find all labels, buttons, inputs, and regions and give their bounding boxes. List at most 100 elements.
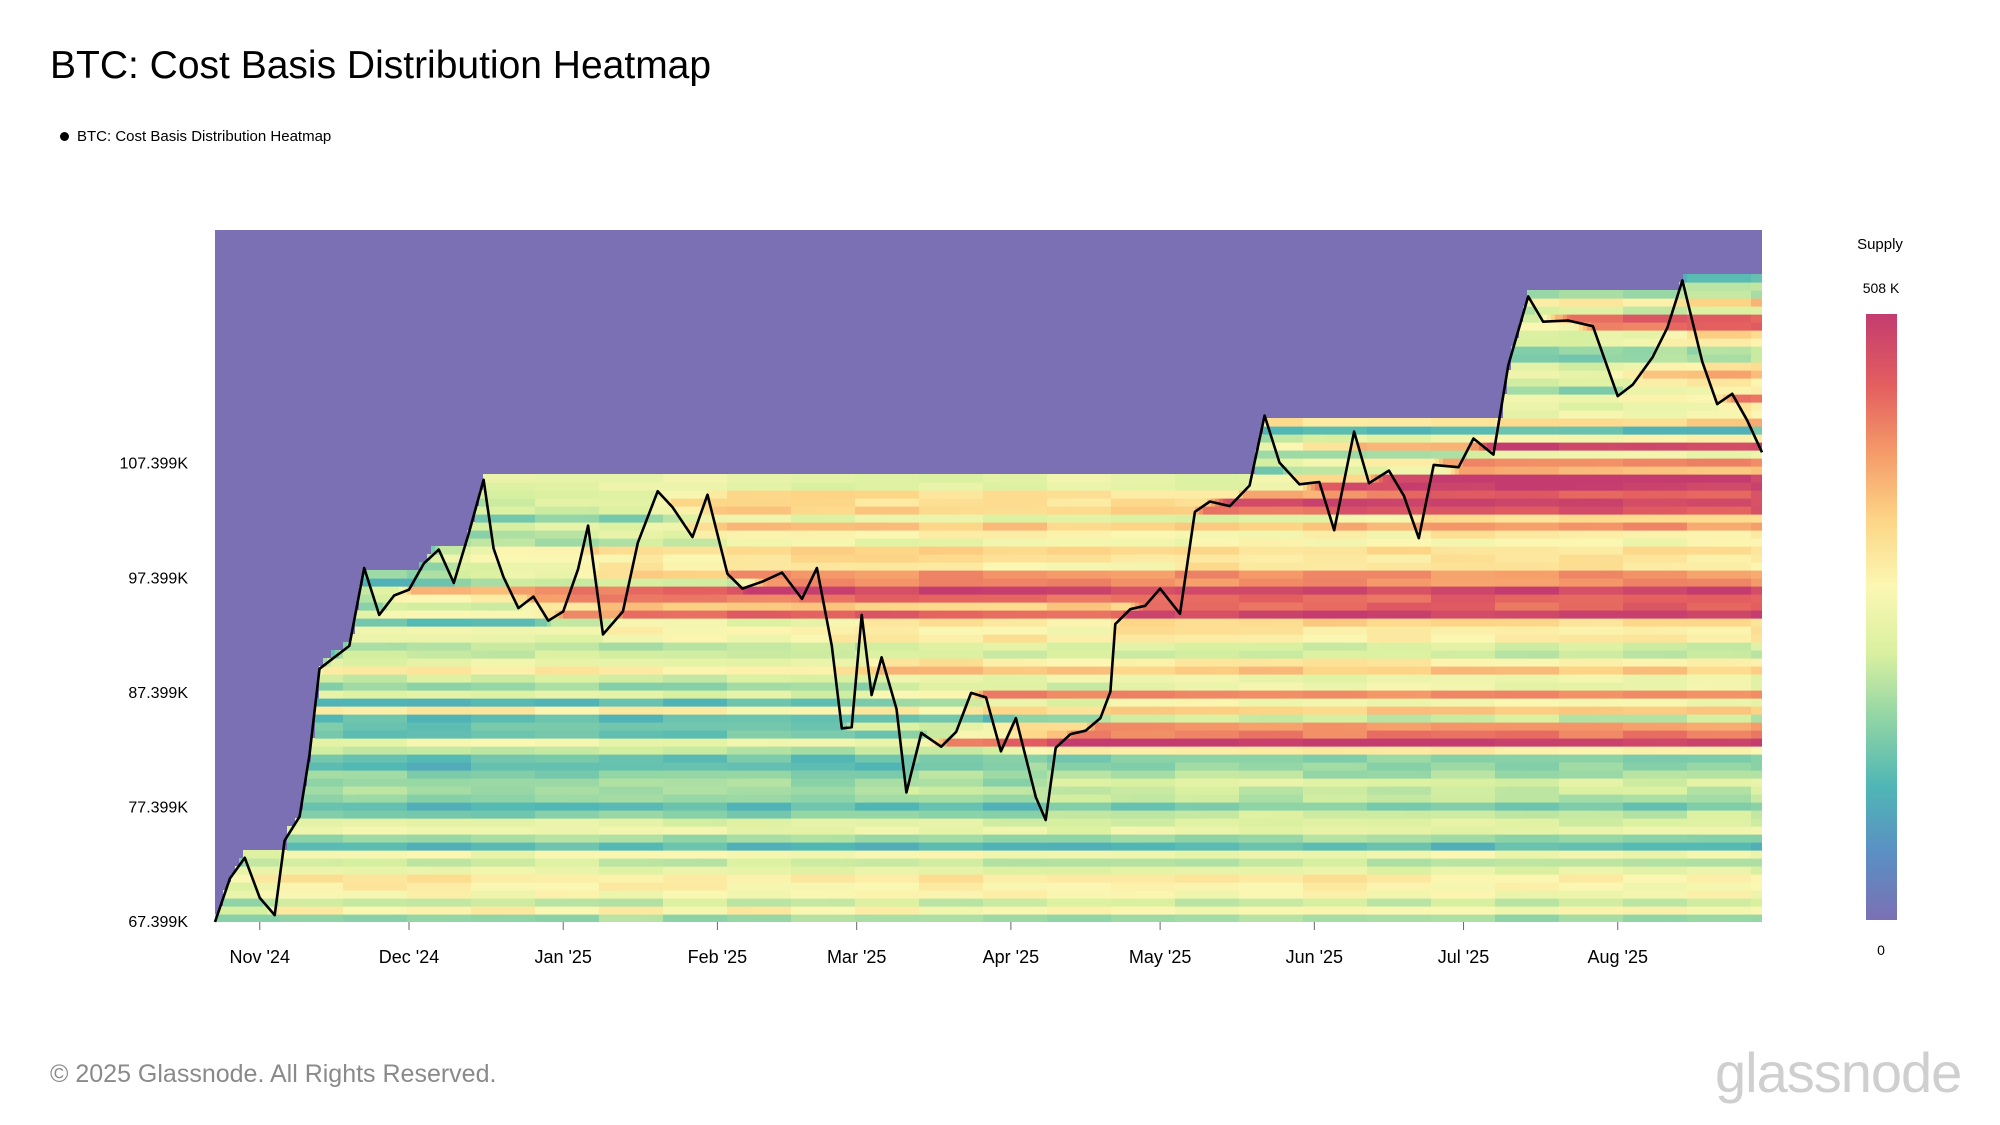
heatmap-cell	[395, 634, 400, 643]
heatmap-cell	[539, 722, 544, 731]
heatmap-cell	[683, 738, 688, 747]
heatmap-cell	[415, 906, 420, 915]
heatmap-cell	[399, 890, 404, 899]
heatmap-cell	[639, 762, 644, 771]
heatmap-cell	[587, 498, 592, 507]
heatmap-cell	[395, 842, 400, 851]
heatmap-cell	[547, 482, 552, 491]
heatmap-cell	[623, 802, 628, 811]
heatmap-cell	[379, 898, 384, 907]
heatmap-cell	[559, 642, 564, 651]
heatmap-cell	[559, 914, 564, 922]
heatmap-cell	[315, 722, 320, 731]
heatmap-cell	[475, 826, 480, 835]
heatmap-cell	[519, 858, 524, 867]
heatmap-cell	[543, 850, 548, 859]
heatmap-cell	[515, 498, 520, 507]
heatmap-cell	[387, 842, 392, 851]
heatmap-cell	[551, 474, 556, 483]
chart-legend[interactable]: BTC: Cost Basis Distribution Heatmap	[60, 128, 331, 145]
heatmap-cell	[407, 642, 412, 651]
heatmap-cell	[351, 842, 356, 851]
heatmap-cell	[647, 522, 652, 531]
heatmap-cell	[495, 690, 500, 699]
heatmap-cell	[343, 690, 348, 699]
heatmap-cell	[551, 754, 556, 763]
heatmap-cell	[611, 498, 616, 507]
heatmap-cell	[323, 778, 328, 787]
heatmap-cell	[411, 882, 416, 891]
heatmap-cell	[415, 650, 420, 659]
heatmap-cell	[495, 570, 500, 579]
heatmap-cell	[619, 562, 624, 571]
heatmap-cell	[495, 506, 500, 515]
heatmap-cell	[435, 642, 440, 651]
heatmap-cell	[651, 874, 656, 883]
heatmap-cell	[475, 738, 480, 747]
heatmap-cell	[599, 834, 604, 843]
heatmap-cell	[587, 754, 592, 763]
heatmap-cell	[555, 730, 560, 739]
heatmap-cell	[651, 906, 656, 915]
heatmap-cell	[423, 866, 428, 875]
heatmap-cell	[571, 834, 576, 843]
heatmap-cell	[579, 698, 584, 707]
heatmap-cell	[355, 730, 360, 739]
heatmap-cell	[543, 786, 548, 795]
heatmap-cell	[519, 842, 524, 851]
heatmap-cell	[371, 722, 376, 731]
heatmap-cell	[375, 578, 380, 587]
heatmap-cell	[675, 490, 680, 499]
heatmap-cell	[659, 546, 664, 555]
heatmap-cell	[403, 858, 408, 867]
heatmap-cell	[359, 610, 364, 619]
heatmap-cell	[567, 882, 572, 891]
heatmap-cell	[411, 618, 416, 627]
heatmap-cell	[611, 690, 616, 699]
heatmap-cell	[535, 554, 540, 563]
heatmap-cell	[323, 690, 328, 699]
heatmap-cell	[403, 842, 408, 851]
heatmap-cell	[579, 658, 584, 667]
heatmap-cell	[503, 594, 508, 603]
heatmap-cell	[439, 578, 444, 587]
heatmap-cell	[351, 746, 356, 755]
heatmap-cell	[439, 650, 444, 659]
heatmap-cell	[587, 586, 592, 595]
heatmap-cell	[235, 882, 240, 891]
heatmap-cell	[555, 658, 560, 667]
heatmap-cell	[555, 898, 560, 907]
heatmap-cell	[539, 578, 544, 587]
heatmap-cell	[539, 834, 544, 843]
heatmap-cell	[511, 506, 516, 515]
heatmap-cell	[651, 778, 656, 787]
heatmap-cell	[587, 658, 592, 667]
heatmap-cell	[383, 618, 388, 627]
heatmap-cell	[647, 842, 652, 851]
heatmap-cell	[571, 674, 576, 683]
heatmap-cell	[379, 770, 384, 779]
heatmap-cell	[371, 714, 376, 723]
heatmap-cell	[531, 722, 536, 731]
heatmap-cell	[563, 754, 568, 763]
heatmap-cell	[523, 514, 528, 523]
heatmap-cell	[403, 714, 408, 723]
heatmap-cell	[387, 794, 392, 803]
heatmap-cell	[435, 770, 440, 779]
heatmap-cell	[431, 914, 436, 922]
heatmap-cell	[591, 586, 596, 595]
heatmap-cell	[535, 706, 540, 715]
heatmap-cell	[507, 690, 512, 699]
heatmap-cell	[603, 826, 608, 835]
heatmap-cell	[355, 666, 360, 675]
heatmap-cell	[583, 834, 588, 843]
heatmap-cell	[447, 906, 452, 915]
heatmap-cell	[423, 642, 428, 651]
heatmap-cell	[335, 754, 340, 763]
heatmap-cell	[507, 714, 512, 723]
heatmap-cell	[603, 514, 608, 523]
heatmap-cell	[519, 578, 524, 587]
heatmap-cell	[575, 802, 580, 811]
heatmap-cell	[467, 730, 472, 739]
heatmap-cell	[315, 850, 320, 859]
